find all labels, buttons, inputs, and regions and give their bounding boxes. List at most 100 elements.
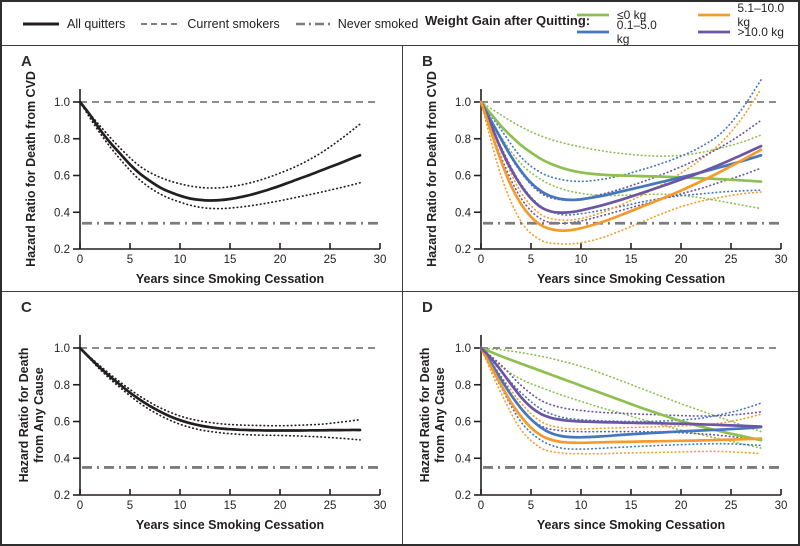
y-axis-title-line2: from Any Cause: [32, 367, 46, 462]
weight-gain-legend-title: Weight Gain after Quitting:: [425, 13, 591, 28]
x-axis-title: Years since Smoking Cessation: [537, 272, 725, 286]
legend-bar: All quitters Current smokers Never smoke…: [2, 2, 798, 46]
y-tick-label: 0.4: [54, 207, 71, 219]
y-tick-label: 0.2: [54, 490, 70, 502]
x-tick-label: 15: [224, 254, 237, 266]
5.1-10.0kg-line-icon: [697, 13, 730, 17]
series-all-quitters-95-ci-upper: [79, 101, 361, 189]
y-tick-label: 0.4: [54, 453, 71, 465]
series-5.1-10.0-kg-95-ci-lower: [480, 347, 762, 455]
y-tick-label: 0.8: [54, 134, 70, 146]
panel-d: D 0 5 10 15 20 25 30 0.2 0.4 0.6 0.8 1.0 Years since …: [402, 291, 798, 544]
current-smokers-line-icon: [141, 22, 180, 25]
x-tick-label: 10: [174, 500, 187, 512]
series--10.0-kg-95-ci-upper: [480, 101, 762, 201]
series--0-kg-95-ci-lower: [480, 347, 762, 449]
panel-grid: A 0 5 10 15 20 25 30 0.2 0.4 0.6 0.8 1.0 Years since …: [2, 46, 798, 544]
panel-label: B: [422, 53, 433, 70]
series-all-quitters-95-ci-lower: [79, 347, 361, 441]
x-tick-label: 30: [775, 254, 788, 266]
x-tick-label: 15: [625, 254, 638, 266]
legend-label: ≤0 kg: [617, 8, 647, 22]
y-axis-title: Hazard Ratio for Death from CVD: [425, 71, 439, 267]
x-axis-title: Years since Smoking Cessation: [537, 518, 725, 532]
le0kg-line-icon: [577, 13, 609, 17]
x-tick-label: 25: [725, 254, 738, 266]
x-tick-label: 20: [675, 254, 688, 266]
legend-label: All quitters: [67, 16, 126, 31]
x-tick-label: 10: [174, 254, 187, 266]
legend-label: 0.1–5.0 kg: [616, 18, 657, 46]
all-quitters-line-icon: [23, 22, 59, 25]
panel-label: A: [21, 53, 32, 70]
x-tick-label: 5: [528, 254, 534, 266]
x-tick-label: 5: [127, 500, 133, 512]
y-tick-label: 1.0: [455, 343, 471, 355]
series--10.0-kg-95-ci-upper: [480, 347, 762, 417]
legend-label: Never smoked: [337, 16, 419, 31]
series--0-kg: [479, 100, 763, 183]
x-tick-label: 5: [528, 500, 534, 512]
legend-item-never-smoked: Never smoked: [295, 16, 419, 31]
y-tick-label: 0.6: [455, 171, 471, 183]
panel-b: B 0 5 10 15 20 25 30 0.2 0.4 0.6 0.8 1.0 Years since …: [402, 46, 798, 291]
x-tick-label: 0: [478, 500, 484, 512]
series-5.1-10.0-kg: [479, 100, 763, 233]
x-tick-label: 0: [478, 254, 484, 266]
x-tick-label: 25: [324, 254, 337, 266]
panel-a-chart: A 0 5 10 15 20 25 30 0.2 0.4 0.6 0.8 1.0 Years since …: [21, 53, 387, 286]
series-all-quitters-95-ci-upper: [79, 347, 361, 427]
x-tick-label: 25: [324, 500, 337, 512]
y-tick-label: 0.8: [54, 380, 70, 392]
series--0-kg-95-ci-lower: [480, 101, 762, 210]
panel-d-chart: D 0 5 10 15 20 25 30 0.2 0.4 0.6 0.8 1.0 Years since …: [418, 299, 787, 532]
panel-c: C 0 5 10 15 20 25 30 0.2 0.4 0.6 0.8 1.0 Years since …: [2, 291, 402, 544]
y-tick-label: 0.6: [54, 171, 70, 183]
x-tick-label: 10: [575, 254, 588, 266]
legend-item-all-quitters: All quitters: [22, 17, 125, 31]
series-all-quitters: [78, 100, 362, 202]
series-5.1-10.0-kg-95-ci-lower: [480, 101, 762, 245]
legend-label: 5.1–10.0 kg: [737, 1, 785, 29]
panel-c-chart: C 0 5 10 15 20 25 30 0.2 0.4 0.6 0.8 1.0 Years since …: [17, 299, 387, 532]
x-tick-label: 5: [127, 254, 133, 266]
legend-item-5.1-10.0kg: 5.1–10.0 kg: [697, 2, 799, 29]
legend-weight-gain-group: Weight Gain after Quitting: ≤0 kg 0.1–5.…: [425, 2, 799, 46]
series--0-kg-95-ci-upper: [480, 101, 762, 158]
x-tick-label: 10: [575, 500, 588, 512]
legend-item-0.1-5.0kg: 0.1–5.0 kg: [576, 18, 673, 46]
x-axis-title: Years since Smoking Cessation: [136, 272, 324, 286]
0.1-5.0kg-line-icon: [577, 30, 609, 34]
x-tick-label: 30: [374, 254, 387, 266]
y-tick-label: 0.4: [455, 453, 472, 465]
y-axis-title: Hazard Ratio for Death: [17, 348, 31, 483]
series--10.0-kg: [479, 100, 763, 214]
panel-b-chart: B 0 5 10 15 20 25 30 0.2 0.4 0.6 0.8 1.0 Years since …: [422, 53, 788, 286]
y-tick-label: 0.4: [455, 207, 472, 219]
legend-item-gt10.0kg: >10.0 kg: [697, 24, 799, 40]
x-axis-title: Years since Smoking Cessation: [136, 518, 324, 532]
y-tick-label: 0.8: [455, 134, 471, 146]
y-tick-label: 0.8: [455, 380, 471, 392]
x-tick-label: 30: [374, 500, 387, 512]
panel-a: A 0 5 10 15 20 25 30 0.2 0.4 0.6 0.8 1.0 Years since …: [2, 46, 402, 291]
series-0.1-5.0-kg: [479, 100, 763, 202]
series-5.1-10.0-kg-95-ci-upper: [480, 88, 762, 222]
y-axis-title-line2: from Any Cause: [433, 367, 447, 462]
x-tick-label: 15: [625, 500, 638, 512]
never-smoked-line-icon: [295, 22, 330, 25]
x-tick-label: 15: [224, 500, 237, 512]
x-tick-label: 20: [274, 500, 287, 512]
legend-line-group: All quitters Current smokers Never smoke…: [22, 2, 418, 45]
gt10.0kg-line-icon: [697, 30, 730, 34]
series--0-kg: [479, 346, 763, 442]
series-all-quitters-95-ci-lower: [79, 101, 361, 210]
y-axis-title: Hazard Ratio for Death: [418, 348, 432, 483]
y-tick-label: 1.0: [455, 97, 471, 109]
x-tick-label: 20: [675, 500, 688, 512]
y-tick-label: 0.2: [54, 244, 70, 256]
legend-item-current-smokers: Current smokers: [140, 17, 280, 31]
legend-item-le0kg: ≤0 kg: [576, 7, 673, 23]
series--10.0-kg-95-ci-lower: [480, 101, 762, 225]
weight-gain-legend-items: ≤0 kg 0.1–5.0 kg 5.1–10.0 kg >10.0 kg: [576, 2, 799, 46]
